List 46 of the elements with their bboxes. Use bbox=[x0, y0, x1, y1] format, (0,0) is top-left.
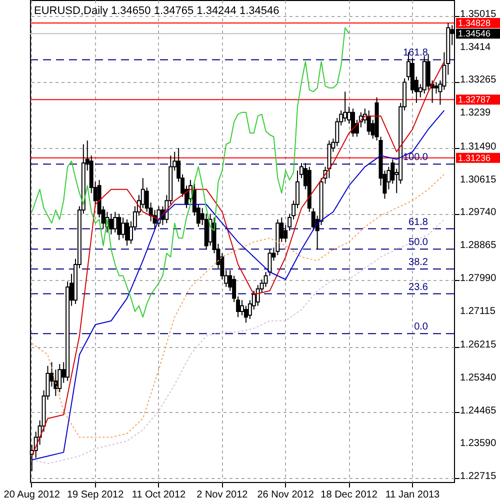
x-tick-label: 11 Oct 2012 bbox=[132, 490, 186, 500]
y-tick-label: 1.26215 bbox=[460, 340, 497, 351]
y-tick-label: 1.27990 bbox=[460, 272, 497, 284]
chart-title: EURUSD,Daily 1.34650 1.34765 1.34244 1.34546 bbox=[34, 5, 280, 17]
candlestick bbox=[109, 213, 114, 235]
y-tick-label: 1.28865 bbox=[460, 240, 497, 252]
y-tick-label: 1.30615 bbox=[460, 174, 497, 186]
y-tick-label: 1.3239 bbox=[460, 108, 492, 119]
candlestick bbox=[351, 108, 356, 138]
annotation: 38.2 bbox=[408, 256, 428, 268]
candlestick bbox=[117, 213, 122, 241]
candlestick bbox=[366, 110, 371, 136]
x-tick-label: 2 Nov 2012 bbox=[196, 490, 248, 500]
annotation: 23.6 bbox=[408, 282, 428, 293]
annotation: 0.0 bbox=[414, 322, 428, 333]
ref-line-label: 1.34828 bbox=[458, 18, 491, 28]
y-tick-label: 1.24465 bbox=[460, 405, 497, 416]
line-series bbox=[31, 174, 445, 438]
ref-line-label: 1.34546 bbox=[458, 28, 491, 39]
annotation: 50.0 bbox=[408, 237, 428, 248]
y-tick-label: 1.27115 bbox=[460, 306, 496, 317]
y-tick-label: 1.31490 bbox=[460, 141, 497, 152]
y-tick-label: 1.33265 bbox=[460, 74, 497, 86]
x-tick-label: 20 Aug 2012 bbox=[4, 490, 60, 500]
y-tick-label: 1.35015 bbox=[460, 8, 497, 20]
candlestick bbox=[113, 211, 118, 234]
candlestick bbox=[434, 82, 438, 94]
x-tick-label: 18 Dec 2012 bbox=[320, 490, 378, 500]
annotation: 161.8 bbox=[402, 48, 428, 59]
candlestick bbox=[58, 364, 62, 393]
candlestick bbox=[343, 91, 348, 122]
x-tick-label: 19 Sep 2012 bbox=[66, 490, 124, 500]
x-tick-label: 11 Jan 2013 bbox=[385, 490, 440, 500]
candlestick bbox=[125, 218, 130, 246]
y-tick-label: 1.3414 bbox=[460, 42, 492, 53]
y-tick-label: 1.29740 bbox=[460, 207, 497, 218]
line-series bbox=[31, 218, 445, 464]
ref-line-label: 1.31236 bbox=[458, 152, 491, 163]
y-tick-label: 1.23590 bbox=[460, 438, 497, 450]
x-tick-label: 26 Nov 2012 bbox=[257, 490, 314, 500]
ref-line-label: 1.32787 bbox=[458, 94, 491, 105]
line-series bbox=[31, 27, 350, 318]
annotation: 61.8 bbox=[408, 216, 428, 228]
y-tick-label: 1.25340 bbox=[460, 372, 497, 384]
candlestick bbox=[121, 217, 126, 239]
y-tick-label: 1.22715 bbox=[460, 471, 497, 482]
